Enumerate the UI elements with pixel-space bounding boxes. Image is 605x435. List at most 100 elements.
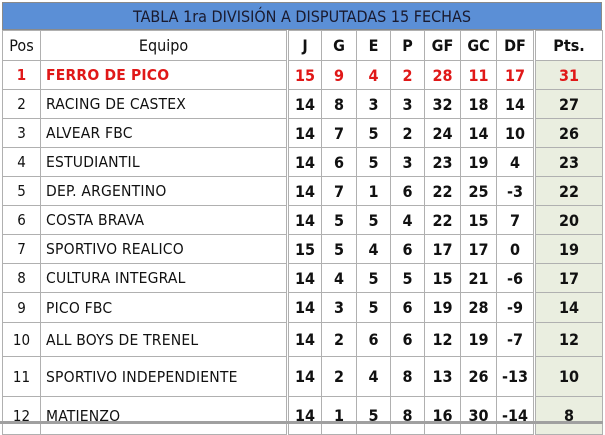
cell-won: 4: [321, 263, 357, 293]
cell-pos: 4: [2, 147, 41, 177]
header-goals-against: GC: [460, 30, 497, 61]
cell-played: 14: [286, 176, 322, 206]
header-row: Pos Equipo J G E P GF GC DF Pts.: [2, 30, 603, 61]
cell-points: 26: [533, 118, 603, 148]
cell-team: ESTUDIANTIL: [40, 147, 288, 177]
cell-lost: 6: [390, 176, 425, 206]
cell-drawn: 5: [356, 263, 391, 293]
cell-goal-diff: 17: [496, 60, 535, 90]
cell-lost: 8: [390, 396, 425, 435]
cell-points: 31: [533, 60, 603, 90]
cell-lost: 6: [390, 292, 425, 323]
cell-lost: 3: [390, 89, 425, 119]
cell-drawn: 6: [356, 322, 391, 357]
cell-drawn: 5: [356, 396, 391, 435]
cell-pos: 6: [2, 205, 41, 235]
cell-goals-for: 17: [424, 234, 461, 264]
table-row: 12 MATIENZO 14 1 5 8 16 30 -14 8: [2, 396, 603, 435]
cell-played: 14: [286, 292, 322, 323]
cell-drawn: 4: [356, 234, 391, 264]
table-row: 4 ESTUDIANTIL 14 6 5 3 23 19 4 23: [2, 147, 603, 177]
cell-drawn: 4: [356, 356, 391, 397]
cell-points: 23: [533, 147, 603, 177]
cell-points: 14: [533, 292, 603, 323]
table-row: 2 RACING DE CASTEX 14 8 3 3 32 18 14 27: [2, 89, 603, 119]
cell-goals-against: 11: [460, 60, 497, 90]
cell-pos: 2: [2, 89, 41, 119]
cell-goals-for: 22: [424, 176, 461, 206]
cell-goals-against: 19: [460, 147, 497, 177]
cell-goals-for: 22: [424, 205, 461, 235]
cell-goals-for: 19: [424, 292, 461, 323]
bottom-border: [0, 421, 603, 424]
cell-goals-for: 16: [424, 396, 461, 435]
cell-goal-diff: -7: [496, 322, 535, 357]
cell-pos: 12: [2, 396, 41, 435]
cell-played: 14: [286, 396, 322, 435]
table-row: 6 COSTA BRAVA 14 5 5 4 22 15 7 20: [2, 205, 603, 235]
cell-goals-against: 28: [460, 292, 497, 323]
cell-pos: 1: [2, 60, 41, 90]
cell-points: 17: [533, 263, 603, 293]
cell-points: 22: [533, 176, 603, 206]
cell-goals-against: 18: [460, 89, 497, 119]
cell-points: 19: [533, 234, 603, 264]
cell-played: 15: [286, 60, 322, 90]
cell-goal-diff: 0: [496, 234, 535, 264]
cell-goal-diff: -14: [496, 396, 535, 435]
cell-goals-against: 17: [460, 234, 497, 264]
header-points: Pts.: [533, 30, 603, 61]
standings-table: Pos Equipo J G E P GF GC DF Pts. 1 FERRO DE PICO 15…: [2, 30, 603, 435]
cell-drawn: 5: [356, 205, 391, 235]
cell-goal-diff: 10: [496, 118, 535, 148]
cell-won: 1: [321, 396, 357, 435]
cell-lost: 8: [390, 356, 425, 397]
cell-drawn: 1: [356, 176, 391, 206]
header-team: Equipo: [40, 30, 288, 61]
cell-played: 14: [286, 89, 322, 119]
cell-goals-for: 28: [424, 60, 461, 90]
cell-team: ALL BOYS DE TRENEL: [40, 322, 288, 357]
cell-team: COSTA BRAVA: [40, 205, 288, 235]
table-row: 7 SPORTIVO REALICO 15 5 4 6 17 17 0 19: [2, 234, 603, 264]
cell-goals-against: 15: [460, 205, 497, 235]
cell-won: 8: [321, 89, 357, 119]
cell-lost: 5: [390, 263, 425, 293]
cell-pos: 8: [2, 263, 41, 293]
cell-goals-for: 24: [424, 118, 461, 148]
cell-points: 12: [533, 322, 603, 357]
table-row: 11 SPORTIVO INDEPENDIENTE 14 2 4 8 13 26 -13 10: [2, 356, 603, 397]
cell-team: ALVEAR FBC: [40, 118, 288, 148]
header-played: J: [286, 30, 322, 61]
cell-lost: 3: [390, 147, 425, 177]
cell-team: DEP. ARGENTINO: [40, 176, 288, 206]
table-row: 3 ALVEAR FBC 14 7 5 2 24 14 10 26: [2, 118, 603, 148]
cell-won: 3: [321, 292, 357, 323]
cell-team: SPORTIVO INDEPENDIENTE: [40, 356, 288, 397]
cell-goals-against: 25: [460, 176, 497, 206]
table-row: 5 DEP. ARGENTINO 14 7 1 6 22 25 -3 22: [2, 176, 603, 206]
cell-goal-diff: -6: [496, 263, 535, 293]
cell-lost: 4: [390, 205, 425, 235]
cell-drawn: 5: [356, 147, 391, 177]
cell-points: 27: [533, 89, 603, 119]
cell-played: 14: [286, 322, 322, 357]
cell-won: 7: [321, 176, 357, 206]
cell-played: 14: [286, 118, 322, 148]
header-won: G: [321, 30, 357, 61]
cell-goals-against: 30: [460, 396, 497, 435]
cell-drawn: 5: [356, 292, 391, 323]
cell-goals-against: 19: [460, 322, 497, 357]
cell-team: MATIENZO: [40, 396, 288, 435]
cell-team: RACING DE CASTEX: [40, 89, 288, 119]
cell-won: 2: [321, 356, 357, 397]
table-row: 8 CULTURA INTEGRAL 14 4 5 5 15 21 -6 17: [2, 263, 603, 293]
cell-lost: 2: [390, 60, 425, 90]
cell-won: 2: [321, 322, 357, 357]
cell-points: 10: [533, 356, 603, 397]
cell-pos: 7: [2, 234, 41, 264]
cell-goals-for: 32: [424, 89, 461, 119]
cell-won: 7: [321, 118, 357, 148]
header-goals-for: GF: [424, 30, 461, 61]
